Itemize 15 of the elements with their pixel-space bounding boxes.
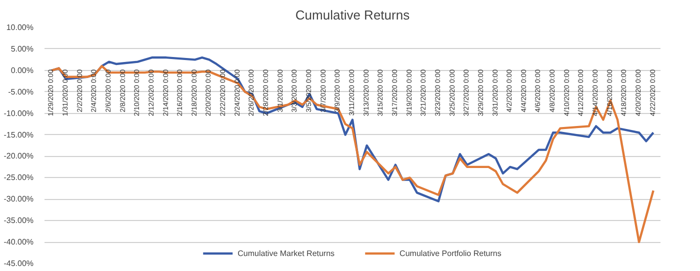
y-tick-label: -5.00% [8, 87, 34, 96]
y-tick-label: -20.00% [4, 152, 34, 161]
y-tick-label: 10.00% [6, 23, 34, 32]
y-tick-label: -40.00% [4, 238, 34, 247]
y-tick-label: -35.00% [4, 216, 34, 226]
y-tick-label: -25.00% [4, 173, 34, 182]
y-tick-label: -10.00% [4, 108, 34, 118]
y-tick-label: -15.00% [4, 130, 34, 140]
legend-label: Cumulative Market Returns [238, 248, 335, 258]
y-tick-label: -30.00% [4, 194, 34, 204]
y-tick-label: 5.00% [10, 44, 34, 54]
legend-label: Cumulative Portfolio Returns [400, 248, 502, 258]
y-tick-label: 0.00% [10, 66, 34, 75]
y-tick-label: -45.00% [4, 259, 34, 268]
chart-title: Cumulative Returns [295, 8, 410, 22]
